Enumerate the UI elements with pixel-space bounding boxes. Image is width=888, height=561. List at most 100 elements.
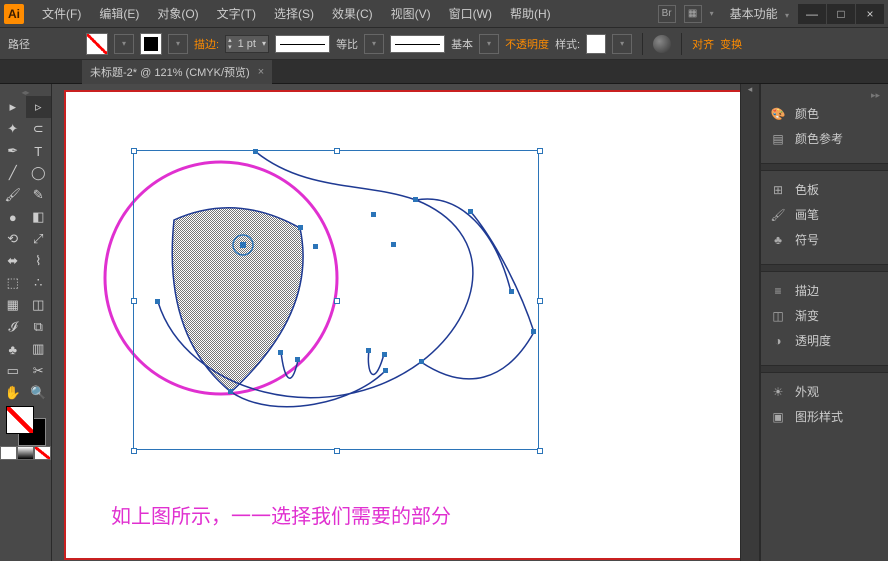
tool-ellipse[interactable]: ◯ <box>26 162 52 184</box>
stroke-label[interactable]: 描边: <box>194 36 219 52</box>
tool-hand[interactable]: ✋ <box>0 382 26 404</box>
dock-collapse-icon[interactable]: ◂ <box>741 84 759 98</box>
document-tabs: 未标题-2* @ 121% (CMYK/预览) × <box>0 60 888 84</box>
panel-swatches[interactable]: ⊞色板 <box>761 177 888 202</box>
tool-spray[interactable]: ∴ <box>26 272 52 294</box>
panel-color-label: 颜色 <box>795 105 819 122</box>
panel-collapse[interactable]: ▸▸ <box>761 90 888 101</box>
stroke-swatch[interactable] <box>140 33 162 55</box>
panel-gradient[interactable]: ◫渐变 <box>761 303 888 328</box>
brush-preview[interactable] <box>390 35 445 53</box>
profile-dropdown[interactable]: ▾ <box>364 34 384 54</box>
color-mode-btn[interactable] <box>0 446 17 460</box>
panel-color-guide[interactable]: ▤颜色参考 <box>761 126 888 151</box>
tool-direct-select[interactable]: ▹ <box>26 96 52 118</box>
tool-pencil[interactable]: ✎ <box>26 184 52 206</box>
menu-select[interactable]: 选择(S) <box>266 1 322 26</box>
menu-file[interactable]: 文件(F) <box>34 1 89 26</box>
tool-width[interactable]: ⬌ <box>0 250 26 272</box>
tool-line[interactable]: ╱ <box>0 162 26 184</box>
tool-graph[interactable]: ▥ <box>26 338 52 360</box>
selection-handle[interactable] <box>131 298 137 304</box>
panel-brushes[interactable]: 🖌画笔 <box>761 202 888 227</box>
menu-type[interactable]: 文字(T) <box>209 1 264 26</box>
tool-wand[interactable]: ✦ <box>0 118 26 140</box>
menu-window[interactable]: 窗口(W) <box>441 1 500 26</box>
profile-preview[interactable] <box>275 35 330 53</box>
style-swatch[interactable] <box>586 34 606 54</box>
bridge-icon[interactable]: Br <box>658 5 676 23</box>
close-button[interactable]: × <box>856 4 884 24</box>
tool-scale[interactable]: ⤢ <box>26 228 52 250</box>
tool-brush[interactable]: 🖌 <box>0 184 26 206</box>
tool-pen[interactable]: ✒ <box>0 140 26 162</box>
panel-transparency-label: 透明度 <box>795 332 831 349</box>
style-dropdown[interactable]: ▾ <box>612 34 632 54</box>
recolor-icon[interactable] <box>653 35 671 53</box>
toolbox: ◂▸ ▸▹✦⊂✒T╱◯🖌✎●◧⟲⤢⬌⌇⬚∴▦◫𝓘⧉♣▥▭✂✋🔍 <box>0 84 52 561</box>
fill-stroke-swatches[interactable] <box>0 404 52 444</box>
tool-shape[interactable]: ⬚ <box>0 272 26 294</box>
selection-handle[interactable] <box>131 448 137 454</box>
minimize-button[interactable]: — <box>798 4 826 24</box>
menu-edit[interactable]: 编辑(E) <box>91 1 147 26</box>
menu-help[interactable]: 帮助(H) <box>502 1 559 26</box>
tool-type[interactable]: T <box>26 140 52 162</box>
maximize-button[interactable]: □ <box>827 4 855 24</box>
gradient-mode-btn[interactable] <box>17 446 34 460</box>
document-tab[interactable]: 未标题-2* @ 121% (CMYK/预览) × <box>82 60 272 84</box>
doc-tab-close[interactable]: × <box>258 66 264 78</box>
tool-symbol[interactable]: ♣ <box>0 338 26 360</box>
tool-lasso[interactable]: ⊂ <box>26 118 52 140</box>
tool-slice[interactable]: ✂ <box>26 360 52 382</box>
tool-eyedrop[interactable]: 𝓘 <box>0 316 26 338</box>
arrange-docs-icon[interactable]: ▦ <box>684 5 702 23</box>
canvas-area[interactable]: 如上图所示，一一选择我们需要的部分 <box>52 84 740 561</box>
tool-gradient[interactable]: ◫ <box>26 294 52 316</box>
panel-swatches-label: 色板 <box>795 181 819 198</box>
opacity-label[interactable]: 不透明度 <box>505 36 549 52</box>
selection-bounds <box>133 150 539 450</box>
stroke-dropdown[interactable]: ▾ <box>168 34 188 54</box>
tool-blob[interactable]: ● <box>0 206 26 228</box>
tool-eraser[interactable]: ◧ <box>26 206 52 228</box>
selection-handle[interactable] <box>334 148 340 154</box>
panel-graphic-styles[interactable]: ▣图形样式 <box>761 404 888 429</box>
selection-handle[interactable] <box>537 448 543 454</box>
tool-warp[interactable]: ⌇ <box>26 250 52 272</box>
main-area: ◂▸ ▸▹✦⊂✒T╱◯🖌✎●◧⟲⤢⬌⌇⬚∴▦◫𝓘⧉♣▥▭✂✋🔍 <box>0 84 888 561</box>
selection-handle[interactable] <box>334 448 340 454</box>
tool-rotate[interactable]: ⟲ <box>0 228 26 250</box>
app-logo: Ai <box>4 4 24 24</box>
panel-stroke-label: 描边 <box>795 282 819 299</box>
tool-mesh[interactable]: ▦ <box>0 294 26 316</box>
stroke-weight-input[interactable]: ▴▾ 1 pt ▾ <box>225 35 269 53</box>
tool-artboard[interactable]: ▭ <box>0 360 26 382</box>
panel-appearance[interactable]: ☀外观 <box>761 379 888 404</box>
brush-dropdown[interactable]: ▾ <box>479 34 499 54</box>
dock-strip[interactable]: ◂ <box>740 84 760 561</box>
panel-graphic-styles-label: 图形样式 <box>795 408 843 425</box>
instruction-caption: 如上图所示，一一选择我们需要的部分 <box>111 500 451 529</box>
selection-handle[interactable] <box>537 148 543 154</box>
menu-object[interactable]: 对象(O) <box>149 1 206 26</box>
transform-label[interactable]: 变换 <box>720 36 742 52</box>
none-mode-btn[interactable] <box>34 446 51 460</box>
panel-symbols[interactable]: ♣符号 <box>761 227 888 252</box>
workspace-switcher[interactable]: 基本功能 ▾ <box>722 5 797 22</box>
panel-color[interactable]: 🎨颜色 <box>761 101 888 126</box>
panel-stroke[interactable]: ≡描边 <box>761 278 888 303</box>
toolbox-collapse[interactable]: ◂▸ <box>0 88 51 96</box>
menu-effect[interactable]: 效果(C) <box>324 1 381 26</box>
menu-view[interactable]: 视图(V) <box>383 1 439 26</box>
stroke-value: 1 pt <box>238 38 256 50</box>
selection-handle[interactable] <box>131 148 137 154</box>
selection-handle[interactable] <box>537 298 543 304</box>
fill-swatch[interactable] <box>86 33 108 55</box>
tool-select[interactable]: ▸ <box>0 96 26 118</box>
align-label[interactable]: 对齐 <box>692 36 714 52</box>
panel-transparency[interactable]: ◑透明度 <box>761 328 888 353</box>
fill-dropdown[interactable]: ▾ <box>114 34 134 54</box>
tool-blend[interactable]: ⧉ <box>26 316 52 338</box>
tool-zoom[interactable]: 🔍 <box>26 382 52 404</box>
